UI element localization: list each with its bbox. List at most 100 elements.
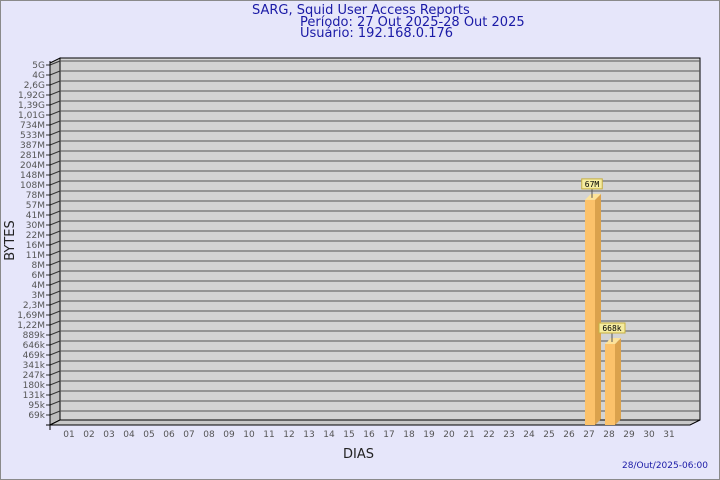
x-tick-label: 31 (663, 430, 674, 440)
x-tick-label: 15 (343, 430, 354, 440)
y-tick-label: 889k (23, 331, 46, 341)
y-tick-label: 6M (32, 271, 46, 281)
x-tick-label: 09 (223, 430, 235, 440)
x-axis-label: DIAS (343, 447, 374, 462)
x-tick-label: 12 (283, 430, 294, 440)
y-tick-label: 646k (23, 341, 46, 351)
period-label: Período: 27 Out 2025-28 Out 2025 (300, 15, 525, 30)
bar-28 (605, 343, 615, 425)
x-tick-label: 17 (383, 430, 394, 440)
x-tick-label: 22 (483, 430, 494, 440)
x-tick-label: 18 (403, 430, 415, 440)
y-tick-label: 11M (26, 251, 45, 261)
y-tick-label: 387M (20, 141, 45, 151)
x-tick-label: 30 (643, 430, 655, 440)
gridline-depth (49, 230, 61, 236)
gridline-depth (49, 60, 61, 66)
y-tick-label: 95k (28, 401, 45, 411)
x-tick-label: 14 (323, 430, 335, 440)
gridline-depth (49, 270, 61, 276)
bar-side-28 (615, 337, 621, 425)
y-tick-label: 108M (20, 181, 45, 191)
gridline-depth (49, 220, 61, 226)
x-tick-label: 03 (103, 430, 114, 440)
y-tick-label: 1,69M (17, 311, 45, 321)
x-tick-label: 05 (143, 430, 154, 440)
x-tick-label: 25 (543, 430, 554, 440)
gridline-depth (49, 70, 61, 76)
gridline-depth (49, 140, 61, 146)
bar-27 (585, 199, 595, 425)
gridline-depth (49, 240, 61, 246)
plot-floor (49, 419, 701, 426)
y-tick-label: 57M (26, 201, 45, 211)
gridline-depth (49, 260, 61, 266)
timestamp: 28/Out/2025-06:00 (622, 461, 708, 471)
gridline-depth (49, 170, 61, 176)
gridline-depth (49, 190, 61, 196)
y-tick-label: 533M (20, 131, 45, 141)
x-tick-label: 11 (263, 430, 274, 440)
gridline-depth (49, 250, 61, 256)
y-tick-label: 1,01G (18, 111, 45, 121)
x-tick-label: 24 (523, 430, 535, 440)
gridline-depth (49, 120, 61, 126)
x-tick-label: 29 (623, 430, 635, 440)
gridline-depth (49, 80, 61, 86)
gridline-depth (49, 300, 61, 306)
y-tick-label: 16M (26, 241, 45, 251)
y-tick-label: 41M (26, 211, 45, 221)
gridline-depth (49, 360, 61, 366)
y-tick-label: 1,39G (18, 101, 45, 111)
data-label: 67M (585, 180, 600, 189)
gridline-depth (49, 380, 61, 386)
x-tick-label: 13 (303, 430, 314, 440)
gridline-depth (49, 100, 61, 106)
y-tick-label: 5G (32, 61, 45, 71)
gridline-depth (49, 110, 61, 116)
x-tick-label: 20 (443, 430, 455, 440)
x-tick-label: 06 (163, 430, 175, 440)
x-tick-label: 02 (83, 430, 94, 440)
gridline-depth (49, 160, 61, 166)
gridline-depth (49, 290, 61, 296)
y-tick-label: 4G (32, 71, 45, 81)
x-tick-label: 01 (63, 430, 74, 440)
y-tick-label: 247k (23, 371, 46, 381)
y-tick-label: 469k (23, 351, 46, 361)
y-tick-label: 341k (23, 361, 46, 371)
y-tick-label: 8M (32, 261, 46, 271)
gridline-depth (49, 410, 61, 416)
gridline-depth (49, 210, 61, 216)
x-tick-label: 10 (243, 430, 255, 440)
y-tick-label: 69k (28, 411, 45, 421)
y-tick-label: 2,6G (24, 81, 45, 91)
y-tick-label: 22M (26, 231, 45, 241)
x-tick-label: 21 (463, 430, 474, 440)
data-label-box (598, 322, 626, 334)
gridline-depth (49, 280, 61, 286)
x-tick-label: 04 (123, 430, 135, 440)
y-tick-label: 131k (23, 391, 46, 401)
y-tick-label: 734M (20, 121, 45, 131)
data-label: 668k (602, 324, 621, 333)
x-tick-label: 08 (203, 430, 215, 440)
y-tick-label: 78M (26, 191, 45, 201)
x-tick-label: 19 (423, 430, 435, 440)
gridline-depth (49, 130, 61, 136)
x-tick-label: 07 (183, 430, 194, 440)
gridline-depth (49, 330, 61, 336)
gridline-depth (49, 350, 61, 356)
gridline-depth (49, 370, 61, 376)
gridline-depth (49, 390, 61, 396)
x-tick-label: 23 (503, 430, 514, 440)
gridline-depth (49, 340, 61, 346)
gridline-depth (49, 400, 61, 406)
bar-side-27 (595, 193, 601, 425)
y-tick-label: 30M (26, 221, 45, 231)
x-tick-label: 16 (363, 430, 375, 440)
gridline-depth (49, 150, 61, 156)
x-tick-label: 27 (583, 430, 594, 440)
user-label: Usuário: 192.168.0.176 (300, 26, 454, 41)
